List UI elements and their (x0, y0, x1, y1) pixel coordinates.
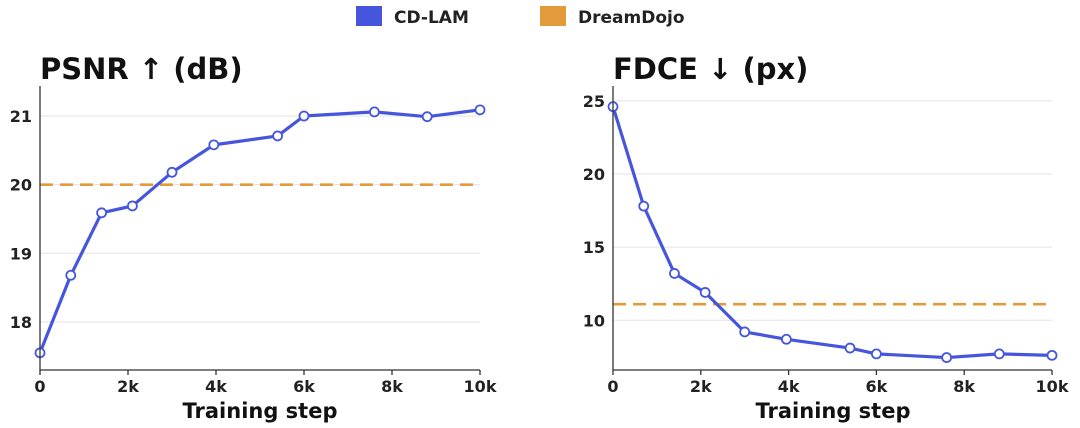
psnr-y-tick-label: 18 (10, 313, 32, 332)
legend-swatch-cd-lam (356, 6, 382, 26)
psnr-cd-lam-data-point (65, 269, 77, 281)
fdce-axes: 10 15 20 25 0 2k 4k 6k 8k 10k (583, 86, 1069, 396)
psnr-cd-lam-data-point (368, 106, 380, 118)
psnr-cd-lam-data-point (474, 104, 486, 116)
fdce-x-tick-label: 2k (690, 377, 712, 396)
fdce-x-tick-label: 6k (866, 377, 888, 396)
psnr-cd-lam-data-point (421, 111, 433, 123)
fdce-chart-title: FDCE ↓ (px) (613, 52, 808, 86)
psnr-cd-lam-data-point (208, 139, 220, 151)
psnr-y-tick-label: 21 (10, 107, 32, 126)
fdce-cd-lam-data-point (669, 268, 680, 279)
fdce-cd-lam-data-point (871, 348, 882, 360)
fdce-y-tick-label: 25 (583, 92, 605, 111)
fdce-cd-lam-data-point (844, 342, 856, 354)
psnr-cd-lam-data-point (166, 166, 178, 178)
legend-label-dreamdojo: DreamDojo (578, 8, 685, 28)
psnr-cd-lam-data-point (272, 130, 284, 142)
fdce-y-tick-label: 10 (583, 311, 605, 330)
psnr-chart-title: PSNR ↑ (dB) (40, 52, 243, 86)
psnr-x-axis-label: Training step (183, 399, 338, 423)
fdce-x-tick-label: 4k (778, 377, 800, 396)
psnr-grid (40, 115, 480, 323)
fdce-chart-panel: FDCE ↓ (px) 10 15 20 25 0 2k 4k 6k 8k 10k Trainin… (583, 52, 1069, 423)
fdce-x-axis-label: Training step (756, 399, 911, 423)
psnr-x-tick-label: 8k (381, 377, 403, 396)
psnr-y-tick-label: 20 (10, 176, 32, 195)
psnr-y-tick-label: 19 (10, 244, 32, 263)
psnr-axes: 18 19 20 21 0 2k 4k 6k 8k 10k (10, 86, 497, 396)
psnr-cd-lam-data-point (96, 207, 107, 219)
fdce-series (607, 101, 1058, 363)
psnr-x-tick-label: 10k (464, 377, 497, 396)
fdce-y-tick-label: 15 (583, 238, 605, 257)
psnr-x-tick-label: 4k (205, 377, 227, 396)
fdce-y-tick-label: 20 (583, 165, 605, 184)
fdce-x-tick-label: 10k (1036, 377, 1069, 396)
legend-label-cd-lam: CD-LAM (394, 8, 469, 28)
psnr-x-tick-label: 2k (117, 377, 139, 396)
psnr-cd-lam-series-line (38, 108, 482, 355)
psnr-chart-panel: PSNR ↑ (dB) 18 19 20 21 0 2k 4k 6k 8k 10k Trainin… (10, 52, 497, 423)
legend-swatch-dreamdojo (540, 6, 566, 26)
legend: CD-LAM DreamDojo (356, 6, 685, 28)
fdce-cd-lam-data-point (781, 333, 792, 345)
psnr-x-tick-label: 0 (34, 377, 45, 396)
fdce-cd-lam-data-point (941, 352, 953, 363)
fdce-x-tick-label: 0 (607, 377, 618, 396)
fdce-cd-lam-data-point (699, 287, 711, 298)
fdce-x-tick-label: 8k (953, 377, 975, 396)
fdce-cd-lam-data-point (993, 348, 1005, 360)
psnr-cd-lam-data-point (126, 200, 138, 212)
psnr-x-tick-label: 6k (293, 377, 315, 396)
fdce-grid (613, 100, 1052, 321)
psnr-cd-lam-data-point (298, 110, 310, 122)
fdce-cd-lam-data-point (638, 200, 650, 212)
fdce-cd-lam-data-point (1046, 349, 1058, 361)
fdce-cd-lam-data-point (739, 326, 751, 338)
psnr-series (34, 104, 486, 359)
